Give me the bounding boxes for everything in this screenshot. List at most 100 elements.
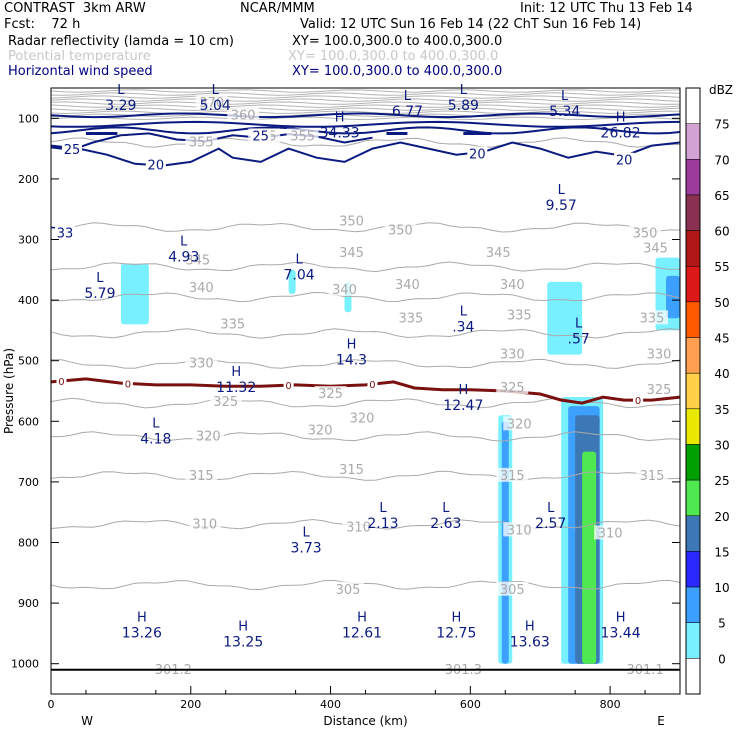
theta-label-bg (181, 252, 214, 267)
theta-label-bg (639, 240, 672, 255)
colorbar-swatch (685, 159, 701, 196)
theta-contour-335 (50, 328, 681, 339)
theta-label-bg (503, 416, 536, 431)
wind-speed-layer (50, 112, 681, 230)
forecast-hour: Fcst: 72 h (4, 17, 81, 32)
theta-label: 305 (500, 583, 525, 598)
colorbar-swatch (685, 551, 701, 588)
extremum-value: 5.34 (549, 104, 580, 120)
colorbar-swatch (685, 658, 701, 695)
theta-label-bg (342, 519, 375, 534)
colorbar-level-label: 30 (714, 438, 729, 452)
theta-label: 325 (318, 387, 343, 402)
colorbar-swatch (685, 265, 701, 303)
theta-label-bg (391, 276, 424, 291)
colorbar-level-label: 25 (714, 474, 729, 488)
theta-label: 370 (199, 96, 224, 111)
theta-label: 335 (399, 311, 424, 326)
y-tick-label: 1000 (11, 658, 39, 671)
field-wind-title: Horizontal wind speed (8, 64, 153, 79)
theta-label: 345 (643, 242, 668, 257)
field-wind-xy: XY= 100.0,300.0 to 400.0,300.0 (292, 64, 503, 79)
theta-contour-340 (50, 291, 681, 303)
theta-label-bg (332, 581, 365, 596)
y-tick-label: 100 (18, 112, 39, 125)
colorbar-swatch (685, 586, 701, 623)
extremum-marker: L (96, 271, 104, 286)
theta-label: 320 (308, 423, 333, 438)
extremum-value: 5.04 (200, 98, 231, 114)
theta-label-bg (314, 386, 347, 401)
theta-contour-330 (50, 358, 681, 369)
theta-label: 355 (290, 129, 315, 144)
theta-label-bg (335, 461, 368, 476)
extremum-marker: H (231, 365, 241, 380)
extremum-marker: L (561, 89, 569, 104)
freezing-level-line (50, 377, 681, 405)
x-tick-label: 800 (600, 698, 621, 711)
theta-label-bg (188, 516, 221, 531)
extremum-value: .57 (568, 331, 590, 347)
theta-label: 340 (395, 278, 420, 293)
wind-label-bg (145, 157, 166, 172)
extremum-marker: L (558, 183, 566, 198)
theta-label: 330 (647, 348, 672, 363)
extremum-value: 3.73 (291, 540, 322, 556)
theta-label: 320 (196, 429, 221, 444)
x-tick-label: 400 (320, 698, 341, 711)
theta-contour-upper (50, 110, 681, 115)
extremum-value: 11.32 (216, 380, 256, 396)
theta-label-bg (636, 310, 669, 325)
freezing-level-label: 0 (635, 396, 641, 407)
theta-label: 325 (213, 395, 238, 410)
theta-label: 315 (339, 463, 364, 478)
colorbar-swatch (685, 230, 701, 267)
theta-label-bg (335, 244, 368, 259)
colorbar-level-label: 15 (714, 545, 729, 559)
colorbar-level-label: 45 (714, 332, 729, 346)
theta-label: 335 (640, 311, 665, 326)
theta-label-bg (227, 107, 260, 122)
theta-contour-345 (50, 261, 681, 273)
extremum-marker: L (302, 525, 310, 540)
extremum-value: 9.57 (546, 198, 577, 214)
colorbar-level-label: 10 (714, 581, 729, 595)
extremum-marker: L (460, 83, 468, 98)
theta-label-bg (185, 355, 218, 370)
colorbar-swatch (685, 444, 701, 481)
model-title: CONTRAST 3km ARW (4, 1, 146, 16)
organization-label: NCAR/MMM (240, 1, 315, 16)
extremum-marker: H (347, 338, 357, 353)
theta-label-bg (195, 95, 228, 110)
freezing-label-bg (283, 379, 294, 391)
extremum-value: 4.18 (140, 431, 171, 447)
theta-label-bg (185, 467, 218, 482)
extremum-value: 3.29 (105, 98, 136, 114)
theta-label-bg (503, 522, 536, 537)
x-tick-label: 0 (48, 698, 55, 711)
freezing-label-bg (367, 378, 378, 390)
theta-label: 320 (507, 417, 532, 432)
field-theta-title: Potential temperature (8, 49, 151, 64)
extremum-value: 26.82 (601, 125, 641, 141)
wind-contour-jet (50, 112, 681, 119)
wind-label: 33 (57, 226, 74, 241)
extremum-marker: H (458, 383, 468, 398)
colorbar-level-label: 60 (714, 225, 729, 239)
field-reflectivity-title: Radar reflectivity (lamda = 10 cm) (8, 34, 234, 49)
colorbar-frame (685, 87, 701, 695)
theta-label-bg (643, 381, 676, 396)
theta-label-bg (394, 310, 427, 325)
theta-label: 330 (500, 348, 525, 363)
extremum-marker: H (238, 619, 248, 634)
colorbar-level-label: 50 (714, 296, 729, 310)
extremum-value: 7.04 (284, 268, 315, 284)
reflectivity-cell (501, 421, 509, 664)
extremum-value: 13.25 (223, 634, 263, 650)
extremum-value: 4.93 (168, 250, 199, 266)
theta-contour-upper (50, 98, 681, 102)
theta-label-bg (496, 581, 529, 596)
freezing-level-layer: 0 0 0 0 0 (50, 375, 681, 407)
theta-label-bg (216, 316, 249, 331)
